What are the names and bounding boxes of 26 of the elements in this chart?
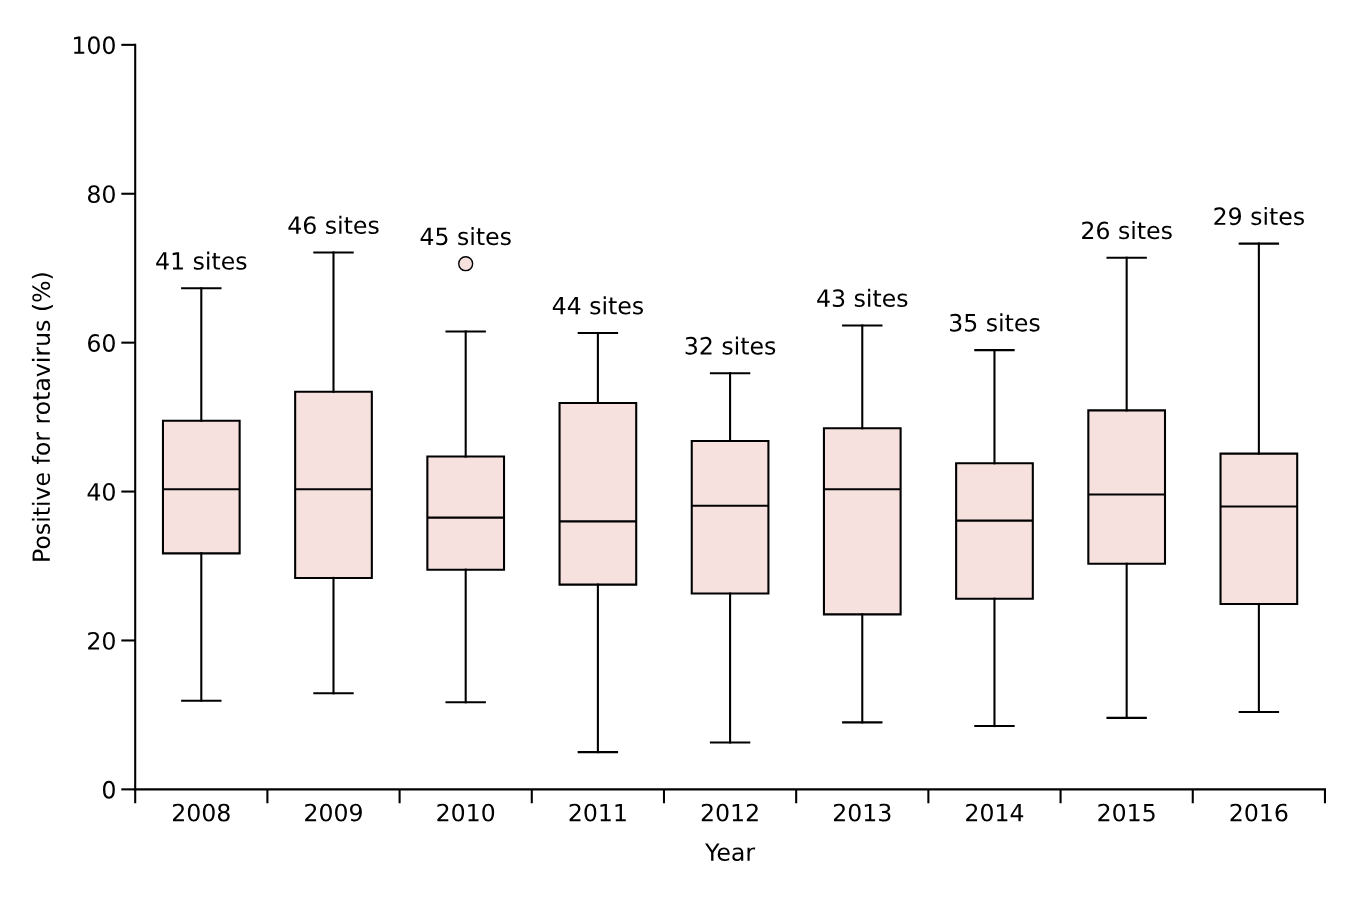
x-tick-label: 2010 xyxy=(437,803,495,822)
annotation: 43 sites xyxy=(817,288,908,308)
annotation: 35 sites xyxy=(950,313,1040,332)
annotation: 46 sites xyxy=(288,215,379,235)
annotation: 26 sites xyxy=(1082,221,1172,240)
y-tick-label: 80 xyxy=(88,185,115,204)
x-tick-label: 2016 xyxy=(1230,803,1288,822)
y-tick-label: 0 xyxy=(102,780,115,799)
y-tick-label: 40 xyxy=(87,483,115,501)
annotation: 32 sites xyxy=(685,336,776,355)
x-tick-label: 2011 xyxy=(569,803,626,822)
y-tick-label: 60 xyxy=(88,334,115,352)
x-axis-title: Year xyxy=(705,843,756,862)
x-tick-label: 2009 xyxy=(305,803,362,822)
x-tick-label: 2015 xyxy=(1098,803,1155,822)
annotation: 45 sites xyxy=(420,227,511,246)
x-tick-label: 2013 xyxy=(833,803,891,822)
x-tick-label: 2012 xyxy=(701,803,758,822)
annotation: 44 sites xyxy=(552,296,643,315)
y-tick-label: 100 xyxy=(73,36,115,55)
annotation: 29 sites xyxy=(1214,206,1304,226)
y-axis-title: Positive for rotavirus (%) xyxy=(31,273,53,561)
y-tick-label: 20 xyxy=(88,631,115,650)
x-tick-label: 2008 xyxy=(172,803,230,822)
annotation: 41 sites xyxy=(156,251,247,270)
x-tick-label: 2014 xyxy=(966,803,1024,822)
